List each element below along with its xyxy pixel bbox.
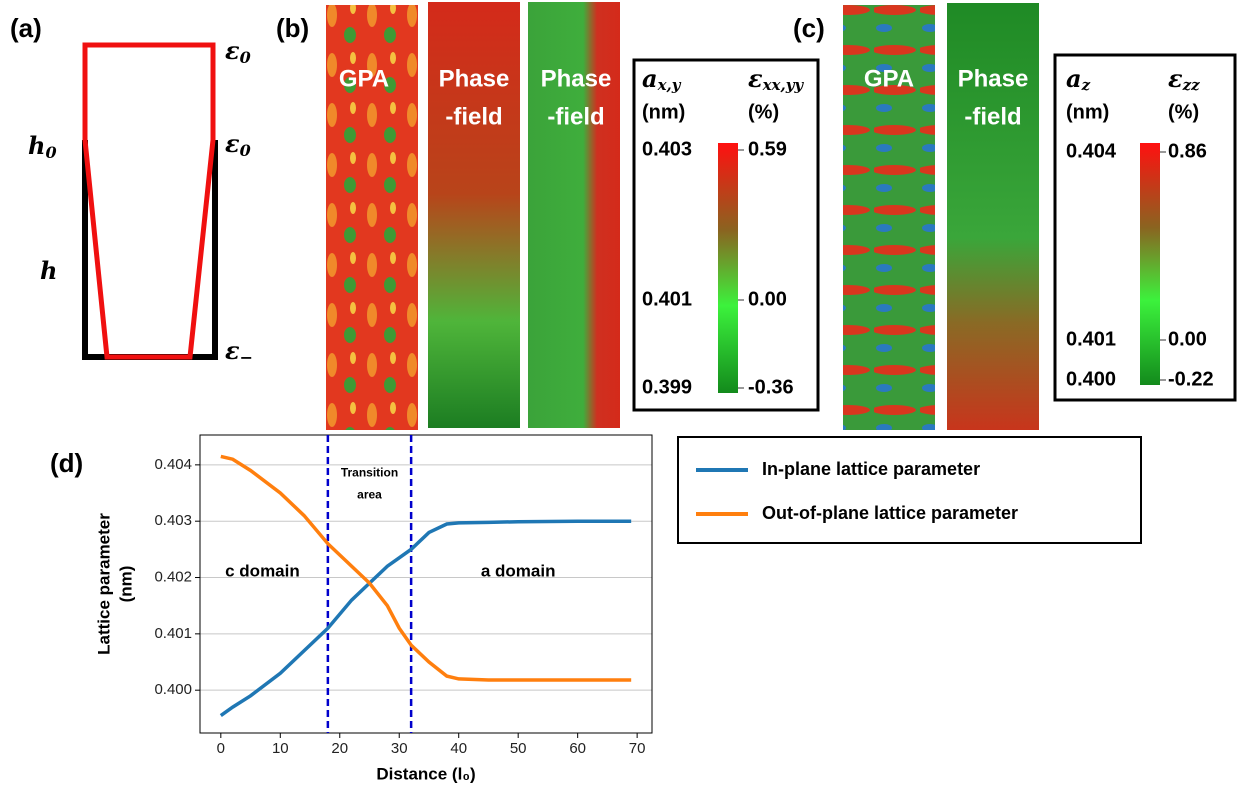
colorbar-unit: (%)	[1168, 101, 1199, 123]
image-label: GPA	[339, 65, 389, 92]
symbol: ε	[748, 64, 763, 93]
panel-label: (b)	[276, 13, 309, 43]
label-eps: ε0	[225, 129, 251, 160]
y-tick-label: 0.403	[154, 512, 192, 529]
image-label: Phase	[541, 65, 612, 92]
image-label: Phase	[439, 65, 510, 92]
x-tick-label: 70	[629, 740, 646, 757]
label-eps: ε0	[225, 36, 251, 67]
y-tick-label: 0.401	[154, 625, 192, 642]
page: (a) h0 h ε0 ε0 ε− (b) GPAPhase-fieldPhas…	[0, 0, 1239, 795]
x-tick-label: 20	[331, 740, 348, 757]
panel-label: (a)	[10, 13, 42, 43]
profile	[85, 45, 213, 357]
y-axis-label: (nm)	[116, 566, 135, 603]
panel-label: (d)	[50, 448, 83, 478]
colorbar-title: εxx,yy	[748, 64, 804, 95]
colorbar-tick-label: 0.59	[748, 138, 787, 160]
annotation: a domain	[481, 561, 556, 580]
x-tick-label: 50	[510, 740, 527, 757]
annotation: area	[357, 487, 382, 501]
colorbar-unit: (%)	[748, 101, 779, 123]
subscript: zz	[1182, 76, 1201, 94]
y-axis-label: Lattice parameter	[94, 513, 113, 655]
symbol: ε	[1168, 64, 1183, 93]
colorbar-tick-label: 0.400	[1066, 368, 1116, 390]
colorbar-tick-label: 0.401	[642, 288, 692, 310]
image-label: Phase	[958, 65, 1029, 92]
colorbar-tick-label: 0.86	[1168, 140, 1207, 162]
annotation: c domain	[225, 561, 300, 580]
colorbar-unit: (nm)	[642, 101, 685, 123]
y-tick-label: 0.402	[154, 568, 192, 585]
image-label: -field	[964, 103, 1021, 130]
colorbar-unit: (nm)	[1066, 101, 1109, 123]
colorbar-tick-label: -0.36	[748, 376, 794, 398]
colorbar-tick-label: 0.401	[1066, 328, 1116, 350]
x-tick-label: 0	[217, 740, 225, 757]
colorbar-labels: az (nm) εzz (%) 0.404 0.86 0.401 0.00 0.400 -0.22	[1066, 64, 1214, 391]
x-tick-label: 60	[569, 740, 586, 757]
symbol: a	[1066, 64, 1082, 93]
figure: (a) h0 h ε0 ε0 ε− (b) GPAPhase-fieldPhas…	[0, 0, 1239, 795]
series-line	[221, 521, 631, 715]
symbol: a	[642, 64, 658, 93]
colorbar-tick-label: -0.22	[1168, 368, 1214, 390]
label-h: h	[40, 256, 57, 285]
y-tick-label: 0.404	[154, 456, 192, 473]
colorbar-tick-label: 0.399	[642, 376, 692, 398]
line-chart: 0.400 0.401 0.402 0.403 0.404 0 10 20 30 40 50 60 70…	[94, 435, 1141, 783]
legend-label: In-plane lattice parameter	[762, 459, 980, 479]
x-tick-label: 40	[450, 740, 467, 757]
label-eps: ε−	[225, 336, 253, 367]
x-axis-label: Distance (l₀)	[376, 764, 475, 783]
image-label: GPA	[864, 65, 914, 92]
x-tick-label: 10	[272, 740, 289, 757]
colorbar-title: ax,y	[642, 64, 682, 95]
colorbar-tick-label: 0.00	[1168, 328, 1207, 350]
colorbar	[1140, 143, 1160, 385]
annotation: Transition	[341, 465, 398, 479]
y-tick-label: 0.400	[154, 681, 192, 698]
image-label: -field	[445, 103, 502, 130]
x-tick-label: 30	[391, 740, 408, 757]
plot-frame	[200, 435, 652, 733]
legend-label: Out-of-plane lattice parameter	[762, 503, 1018, 523]
subscript: x,y	[657, 76, 682, 94]
colorbar-title: εzz	[1168, 64, 1200, 95]
label-h0: h0	[28, 131, 57, 162]
legend-box	[678, 437, 1141, 543]
colorbar-title: az	[1066, 64, 1091, 95]
subscript: z	[1081, 76, 1091, 94]
colorbar-tick-label: 0.403	[642, 138, 692, 160]
colorbar	[718, 143, 738, 393]
colorbar-tick-label: 0.00	[748, 288, 787, 310]
panel-label: (c)	[793, 13, 825, 43]
colorbar-tick-label: 0.404	[1066, 140, 1117, 162]
subscript: xx,yy	[762, 76, 805, 94]
image-label: -field	[547, 103, 604, 130]
